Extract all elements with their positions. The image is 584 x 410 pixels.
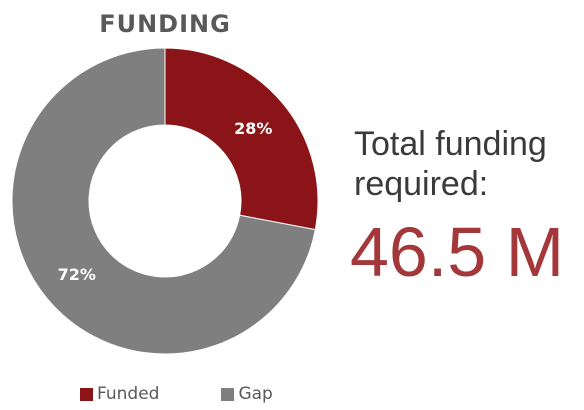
- donut-slice-gap: [11, 47, 316, 355]
- total-funding-line-2: required:: [354, 165, 489, 203]
- total-funding-value: 46.5 M: [350, 213, 564, 291]
- legend: Funded Gap: [80, 384, 273, 404]
- legend-swatch-gap: [221, 387, 235, 401]
- legend-label-funded: Funded: [97, 384, 160, 404]
- legend-item-funded: Funded: [80, 384, 159, 404]
- data-label-funded: 28%: [234, 119, 272, 138]
- data-label-gap: 72%: [58, 265, 96, 284]
- legend-item-gap: Gap: [221, 384, 273, 404]
- donut-chart: 28% 72%: [11, 47, 319, 355]
- total-funding-line-1: Total funding: [354, 125, 547, 163]
- legend-swatch-funded: [80, 387, 93, 401]
- chart-title: FUNDING: [99, 10, 231, 38]
- legend-label-gap: Gap: [238, 384, 273, 404]
- total-funding-label: Total funding required:: [354, 124, 547, 204]
- donut-slice-funded: [164, 47, 319, 231]
